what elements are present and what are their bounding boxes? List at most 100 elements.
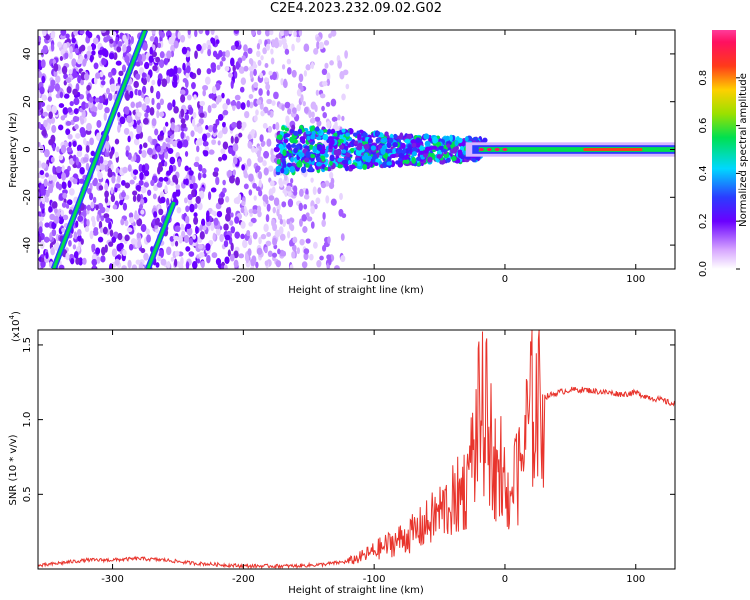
heatmap-cell [38,110,41,116]
heatmap-cell [262,194,269,202]
heatmap-cell [280,78,284,86]
heatmap-cell [65,252,70,261]
heatmap-cell [247,141,253,149]
heatmap-cells [38,30,675,269]
heatmap-cell [97,236,104,243]
heatmap-cell [267,110,271,116]
heatmap-cell [143,182,150,188]
heatmap-cell [176,67,182,74]
heatmap-cell [319,93,326,99]
heatmap-cell [181,123,187,129]
heatmap-cell [341,93,346,101]
heatmap-cell [311,111,315,118]
heatmap-cell [185,215,190,224]
heatmap-cell [199,231,205,240]
heatmap-cell [184,79,189,88]
heatmap-cell [101,246,106,256]
heatmap-cell [219,60,223,67]
heatmap-cell [213,167,219,173]
heatmap-cell [281,104,285,111]
heatmap-cell [51,174,58,183]
heatmap-cell [71,37,76,44]
heatmap-cell [158,59,165,69]
heatmap-cell [208,240,214,245]
heatmap-cell [225,98,231,106]
heatmap-cell [272,123,276,130]
heatmap-cell [79,30,85,35]
heatmap-cell [363,143,370,150]
heatmap-cell [72,72,79,78]
heatmap-cell [329,60,334,66]
heatmap-cell [427,156,433,163]
heatmap-cell [281,37,287,46]
heatmap-cell [315,162,323,167]
heatmap-cell [181,230,186,238]
heatmap-cell [367,137,373,144]
heatmap-cell [107,71,113,78]
heatmap-cell [226,207,231,215]
heatmap-cell [327,129,332,134]
heatmap-cell [248,189,253,196]
heatmap-cell [248,221,254,227]
heatmap-cell [291,124,296,131]
colorbar [712,30,736,269]
heatmap-cell [298,73,304,83]
heatmap-cell [321,155,326,162]
heatmap-cell [88,96,94,103]
heatmap-cell [305,150,311,159]
heatmap-cell [82,157,89,163]
heatmap-cell [334,265,340,269]
heatmap-cell [143,61,150,70]
heatmap-cell [303,248,310,255]
heatmap-cell [159,51,165,59]
heatmap-cell [362,164,368,170]
heatmap-cell [45,35,50,41]
heatmap-cell [91,50,96,56]
heatmap-cell [142,117,149,125]
heatmap-cell [185,72,190,79]
heatmap-cell [47,96,52,102]
x-tick-label: -300 [101,274,124,285]
heatmap-cell [291,107,297,114]
heatmap-cell [252,61,257,68]
heatmap-cell [398,157,403,162]
heatmap-cell [253,68,257,77]
heatmap-cell [301,214,308,222]
heatmap-cell [65,33,70,39]
heatmap-cell [281,64,286,70]
heatmap-cell [240,233,245,240]
heatmap-cell [141,85,147,95]
heatmap-cell [333,149,339,156]
heatmap-cell [296,161,303,168]
heatmap-cell [127,164,132,172]
heatmap-cell [293,190,298,196]
heatmap-cell [328,257,332,266]
heatmap-cell [263,77,270,83]
heatmap-cell [147,135,152,143]
heatmap-cell [150,85,154,94]
heatmap-cell [185,246,191,252]
heatmap-cell [117,76,121,85]
heatmap-cell [229,220,234,226]
heatmap-cell [330,198,337,206]
heatmap-cell [211,139,217,145]
heatmap-cell [271,218,276,228]
heatmap-cell [310,177,314,183]
heatmap-cell [80,79,84,86]
heatmap-cell [124,182,131,189]
heatmap-cell [206,68,212,75]
heatmap-cell [56,146,60,153]
heatmap-cell [337,157,342,163]
heatmap-cell [67,180,72,189]
heatmap-cell [81,101,87,110]
heatmap-cell [260,110,265,117]
x-axis-ticks: -300 -200 -100 0 100 [101,30,645,285]
heatmap-cell [90,150,96,157]
heatmap-cell [227,249,231,257]
heatmap-cell [411,147,418,153]
heatmap-cell [286,142,292,151]
heatmap-cell [147,189,152,196]
heatmap-cell [387,156,392,161]
colorbar-tick-label: 0.2 [698,213,709,229]
heatmap-cell [95,72,101,79]
